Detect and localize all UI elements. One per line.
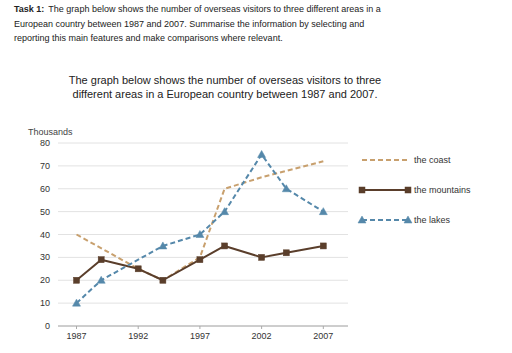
legend-marker (405, 187, 411, 193)
annotation: Task 1: (14, 4, 44, 14)
legend-swatch (362, 189, 408, 191)
legend: the coast the mountains the lakes (358, 155, 471, 225)
annotation: The graph below shows the number of over… (48, 4, 381, 14)
tick-label: 70 (40, 161, 50, 171)
tick-label: 10 (40, 298, 50, 308)
legend-marker (358, 216, 366, 223)
point (283, 250, 289, 256)
grid (58, 143, 348, 326)
point (196, 231, 204, 238)
point (222, 243, 228, 249)
tick-label: 50 (40, 207, 50, 217)
tick-label: 20 (40, 275, 50, 285)
tick-label: 60 (40, 184, 50, 194)
point (160, 277, 166, 283)
legend-swatch (362, 219, 408, 221)
title: different areas in a European country be… (73, 88, 378, 100)
tick-label: 2007 (313, 331, 333, 341)
legend-swatch (362, 159, 408, 161)
annotation: reporting this main features and make co… (14, 33, 283, 43)
annotation: European country between 1987 and 2007. … (14, 19, 364, 29)
chart: Task 1: The graph below shows the number … (0, 0, 512, 353)
grid-line (58, 143, 348, 144)
tick-label: 0 (45, 321, 50, 331)
point (221, 208, 229, 215)
tick-label: 1987 (66, 331, 86, 341)
series-line (77, 154, 324, 303)
grid-line (58, 188, 348, 189)
legend-label: the mountains (414, 185, 471, 195)
tick-label: 2002 (252, 331, 272, 341)
point (159, 242, 167, 249)
grid-line (58, 303, 348, 304)
legend-marker (404, 216, 412, 223)
title: The graph below shows the number of over… (69, 74, 381, 86)
point (258, 150, 266, 157)
plot-data (73, 150, 328, 306)
legend-label: the lakes (414, 215, 451, 225)
grid-line (58, 211, 348, 212)
point (197, 257, 203, 263)
tick (76, 326, 77, 329)
legend-label: the coast (414, 155, 451, 165)
point (97, 276, 105, 283)
tick (138, 326, 139, 329)
point (135, 266, 141, 272)
point (98, 257, 104, 263)
grid-line (58, 234, 348, 235)
tick-label: 80 (40, 138, 50, 148)
point (74, 277, 80, 283)
x-axis (58, 326, 348, 327)
tick (199, 326, 200, 329)
axis-label: Thousands (28, 127, 73, 137)
tick-label: 1992 (128, 331, 148, 341)
point (73, 299, 81, 306)
point (319, 208, 327, 215)
legend-marker (359, 187, 365, 193)
tick (323, 326, 324, 329)
background (0, 0, 512, 353)
point (282, 185, 290, 192)
point (320, 243, 326, 249)
tick-label: 30 (40, 252, 50, 262)
tick-label: 1997 (190, 331, 210, 341)
series-line (77, 161, 324, 280)
grid-line (58, 326, 348, 327)
point (259, 254, 265, 260)
tick-label: 40 (40, 230, 50, 240)
series-line (77, 246, 324, 280)
tick (261, 326, 262, 329)
